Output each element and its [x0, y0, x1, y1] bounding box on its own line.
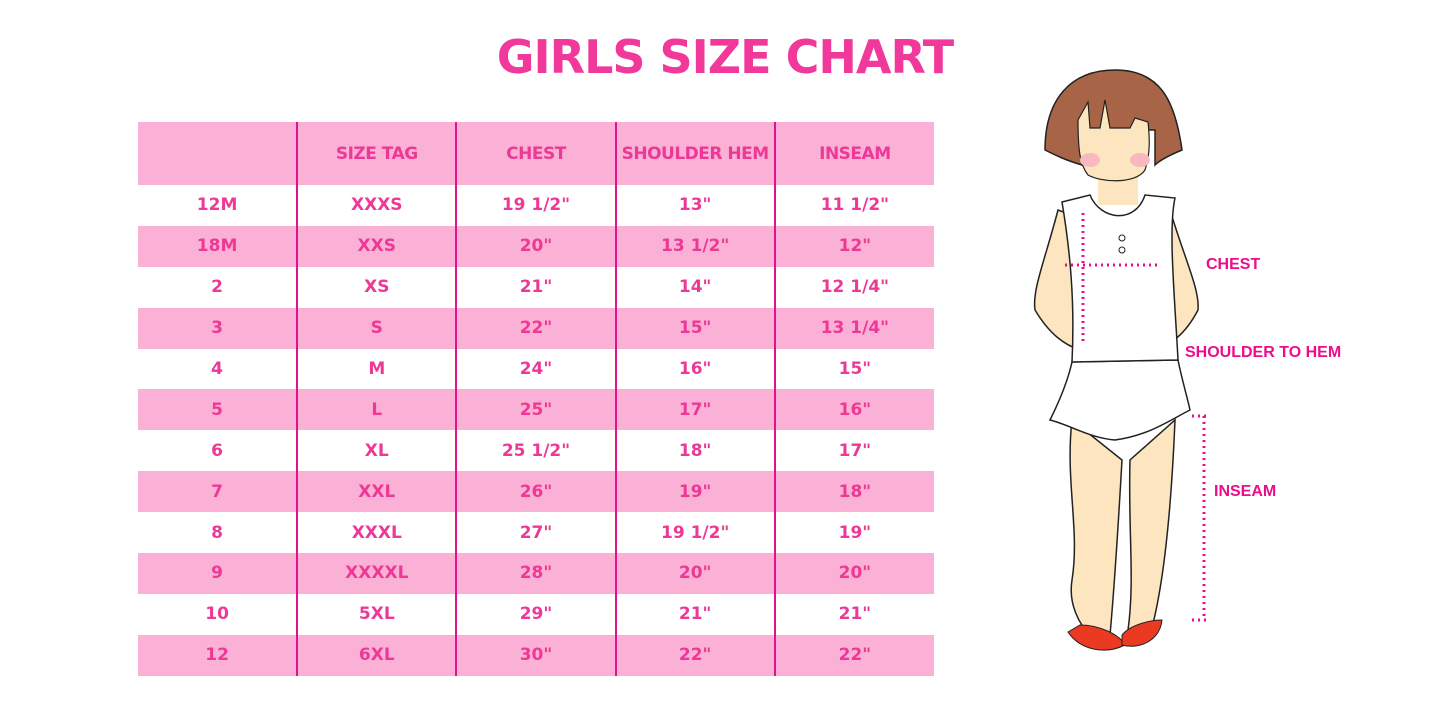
- cell-size-tag: XS: [296, 266, 457, 308]
- cell-size: 12M: [196, 195, 238, 216]
- cell-chest: 20": [455, 225, 616, 267]
- cell-shoulder-hem: 19": [614, 471, 775, 513]
- table-row: 10 5XL 29" 21" 21": [138, 593, 934, 635]
- cell-chest: 29": [455, 593, 616, 635]
- cell-chest: 22": [455, 307, 616, 349]
- cell-size: 5: [138, 389, 298, 431]
- cell-size: 4: [211, 359, 224, 379]
- cell-shoulder-hem: 13": [614, 185, 775, 226]
- header-shoulder-hem: SHOULDER HEM: [614, 122, 775, 185]
- table-row: 9 XXXXL 28" 20" 20": [138, 553, 934, 594]
- cell-shoulder-hem: 16": [614, 348, 775, 390]
- table-row: 4 M 24" 16" 15": [138, 348, 934, 390]
- cell-inseam: 17": [773, 430, 934, 472]
- table-row: 7 XXL 26" 19" 18": [138, 471, 934, 513]
- cell-inseam: 20": [773, 553, 934, 594]
- table-row: 8 XXXL 27" 19 1/2" 19": [138, 512, 934, 554]
- table-row: 6 XL 25 1/2" 18" 17": [138, 430, 934, 472]
- table-row: 12 6XL 30" 22" 22": [138, 634, 934, 676]
- cell-shoulder-hem: 20": [614, 553, 775, 594]
- header-inseam: INSEAM: [773, 122, 934, 185]
- cell-chest: 25 1/2": [455, 430, 616, 472]
- size-chart-table: SIZE TAG CHEST SHOULDER HEM INSEAM 12M XX…: [138, 122, 934, 676]
- cell-size-tag: S: [296, 307, 457, 349]
- table-row: 3 S 22" 15" 13 1/4": [138, 307, 934, 349]
- girl-measurement-illustration: [1010, 60, 1390, 674]
- table-header-row: SIZE TAG CHEST SHOULDER HEM INSEAM: [138, 122, 934, 185]
- cell-size: 7: [138, 471, 298, 513]
- cell-inseam: 12 1/4": [773, 266, 934, 308]
- cell-chest: 27": [455, 512, 616, 554]
- cell-size-tag: XXXL: [296, 512, 457, 554]
- cell-chest: 30": [455, 634, 616, 676]
- cell-size-tag: 5XL: [296, 593, 457, 635]
- chest-label: CHEST: [1206, 256, 1261, 273]
- header-size-tag: SIZE TAG: [296, 122, 457, 185]
- cell-size-tag: 6XL: [296, 634, 457, 676]
- table-row: 5 L 25" 17" 16": [138, 389, 934, 431]
- cell-size: 10: [205, 604, 229, 625]
- cell-shoulder-hem: 19 1/2": [614, 512, 775, 554]
- shoulder-to-hem-label: SHOULDER TO HEM: [1185, 344, 1342, 361]
- cell-size: 3: [138, 307, 298, 349]
- page-title: GIRLS SIZE CHART: [496, 30, 954, 84]
- cell-size-tag: L: [296, 389, 457, 431]
- cell-inseam: 19": [773, 512, 934, 554]
- cell-shoulder-hem: 15": [614, 307, 775, 349]
- cell-size: 18M: [138, 225, 298, 267]
- cell-inseam: 16": [773, 389, 934, 431]
- cell-size: 12: [138, 634, 298, 676]
- cell-chest: 21": [455, 266, 616, 308]
- cell-chest: 19 1/2": [455, 185, 616, 226]
- cell-inseam: 11 1/2": [773, 185, 934, 226]
- cell-size: 6: [211, 440, 224, 461]
- cell-shoulder-hem: 18": [614, 430, 775, 472]
- cell-chest: 26": [455, 471, 616, 513]
- cell-shoulder-hem: 14": [614, 266, 775, 308]
- girl-figure-icon: [1033, 69, 1210, 651]
- cell-size-tag: XXL: [296, 471, 457, 513]
- cell-size: 9: [138, 553, 298, 594]
- cell-inseam: 18": [773, 471, 934, 513]
- cell-size: 2: [211, 277, 224, 298]
- cell-size-tag: XL: [296, 430, 457, 472]
- cell-chest: 28": [455, 553, 616, 594]
- cell-chest: 25": [455, 389, 616, 431]
- cell-chest: 24": [455, 348, 616, 390]
- cell-shoulder-hem: 13 1/2": [614, 225, 775, 267]
- cell-shoulder-hem: 17": [614, 389, 775, 431]
- cell-inseam: 15": [773, 348, 934, 390]
- table-row: 18M XXS 20" 13 1/2" 12": [138, 225, 934, 267]
- cell-size-tag: XXS: [296, 225, 457, 267]
- cell-inseam: 22": [773, 634, 934, 676]
- inseam-label: INSEAM: [1214, 483, 1277, 500]
- cell-shoulder-hem: 21": [614, 593, 775, 635]
- table-row: 12M XXXS 19 1/2" 13" 11 1/2": [138, 185, 934, 226]
- cell-size-tag: M: [296, 348, 457, 390]
- cell-inseam: 12": [773, 225, 934, 267]
- header-chest: CHEST: [455, 122, 616, 185]
- header-size: [138, 122, 298, 185]
- cell-shoulder-hem: 22": [614, 634, 775, 676]
- cell-size: 8: [211, 522, 224, 543]
- cell-size-tag: XXXXL: [296, 553, 457, 594]
- cell-inseam: 21": [773, 593, 934, 635]
- cell-inseam: 13 1/4": [773, 307, 934, 349]
- table-row: 2 XS 21" 14" 12 1/4": [138, 266, 934, 308]
- cell-size-tag: XXXS: [296, 185, 457, 226]
